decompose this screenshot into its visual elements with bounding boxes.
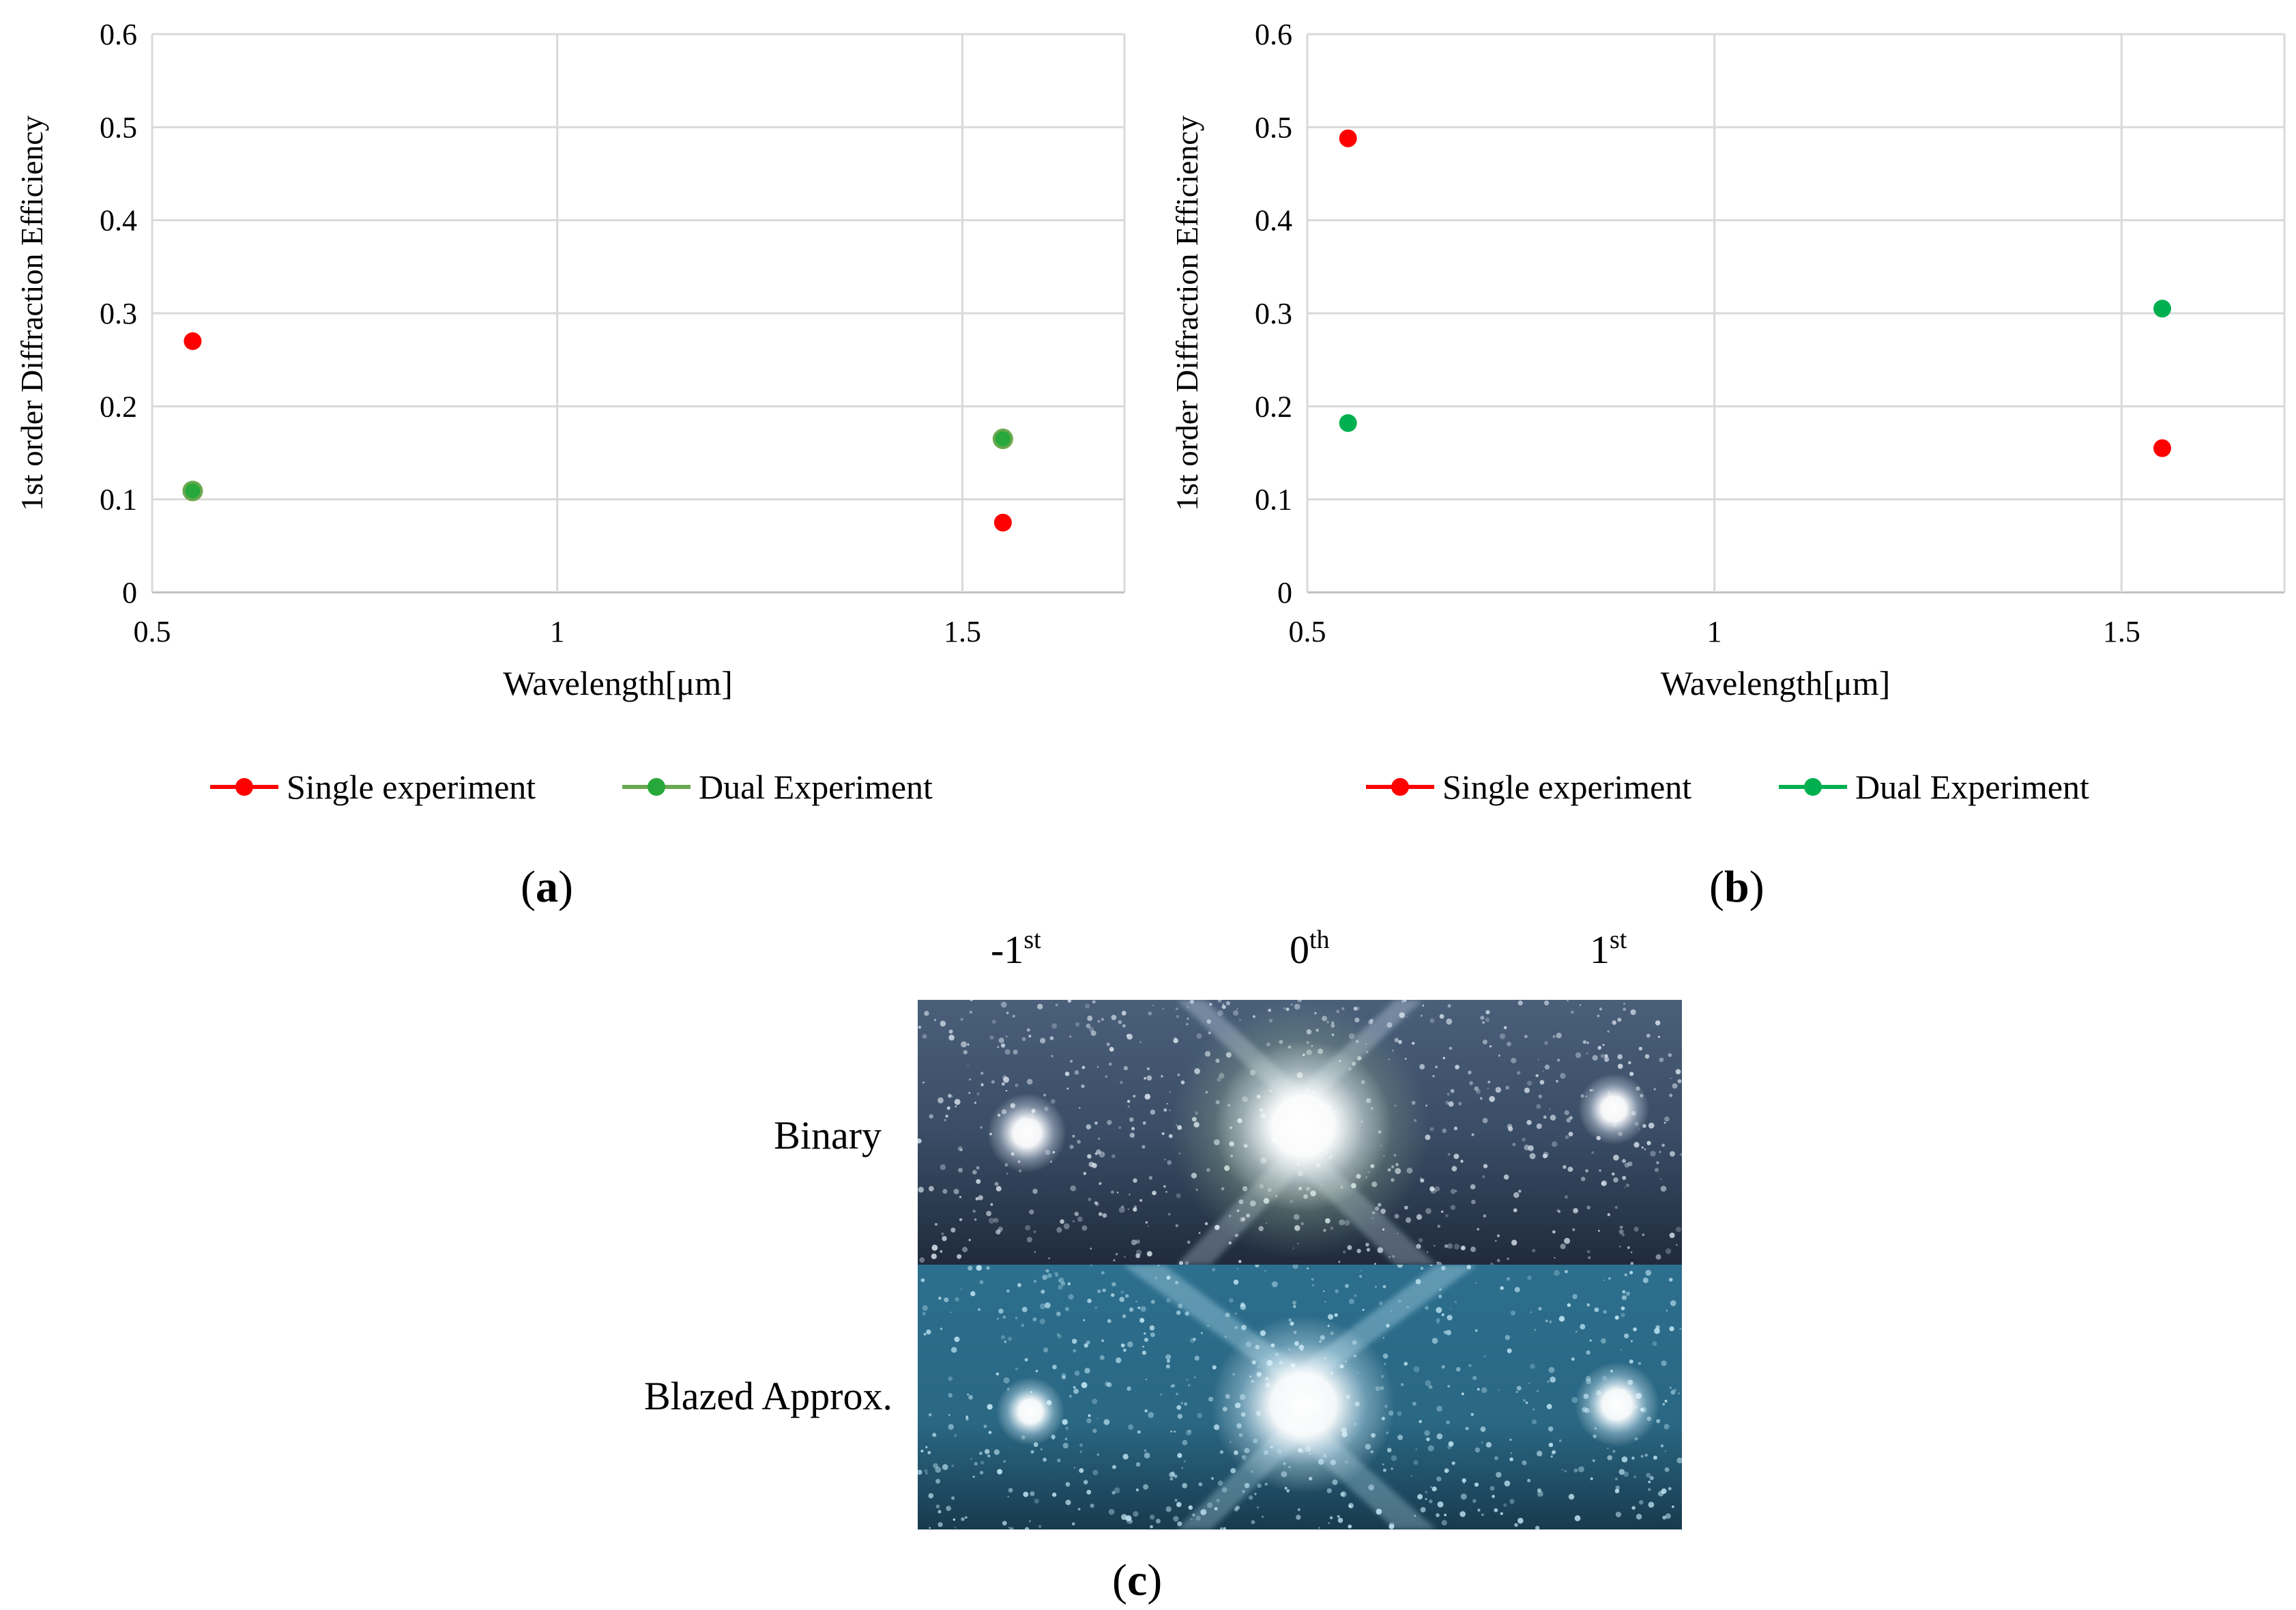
data-point-single xyxy=(1339,129,1357,147)
legend-marker xyxy=(235,778,253,796)
blazed-diffraction-image xyxy=(918,1265,1682,1529)
x-tick-label: 1.5 xyxy=(2103,615,2140,648)
x-tick-label: 1 xyxy=(550,615,565,648)
y-tick-label: 0.3 xyxy=(100,297,137,330)
legend-label: Dual Experiment xyxy=(699,768,933,806)
y-tick-label: 0.5 xyxy=(100,111,137,144)
legend-marker xyxy=(648,778,665,796)
data-point-dual xyxy=(1339,414,1357,432)
y-axis-label: 1st order Diffraction Efficiency xyxy=(1169,115,1204,511)
x-tick-label: 0.5 xyxy=(1289,615,1326,648)
y-tick-label: 0.6 xyxy=(100,18,137,51)
binary-diffraction-image xyxy=(918,1000,1682,1265)
x-axis-label: Wavelength[μm] xyxy=(1661,664,1891,702)
order-label-minus-first: -1st xyxy=(991,925,1041,972)
x-tick-label: 1.5 xyxy=(944,615,981,648)
data-point-dual xyxy=(182,480,203,502)
chart-a: 0 0.1 0.2 0.3 0.4 0.5 0.6 0.5 1 1.5 Wavelength[μm]… xyxy=(14,18,1126,806)
y-tick-label: 0 xyxy=(1277,576,1292,609)
caption-a: (a) xyxy=(521,862,573,912)
legend-label: Dual Experiment xyxy=(1855,768,2089,806)
y-tick-label: 0.3 xyxy=(1255,297,1292,330)
data-point-dual xyxy=(992,429,1013,450)
y-tick-label: 0.4 xyxy=(1255,204,1292,238)
x-tick-label: 1 xyxy=(1707,615,1722,648)
data-point-single xyxy=(993,513,1012,532)
row-label-binary: Binary xyxy=(774,1113,882,1158)
legend-marker xyxy=(1391,778,1409,796)
y-tick-label: 0.1 xyxy=(100,483,137,517)
y-tick-label: 0 xyxy=(122,576,137,609)
y-tick-label: 0.2 xyxy=(1255,390,1292,423)
chart-b: 0 0.1 0.2 0.3 0.4 0.5 0.6 0.5 1 1.5 Wavelength[μm]… xyxy=(1169,18,2286,806)
y-axis-label: 1st order Diffraction Efficiency xyxy=(14,115,49,511)
caption-b: (b) xyxy=(1709,862,1764,912)
data-point-dual xyxy=(2153,300,2171,318)
legend-label: Single experiment xyxy=(287,768,536,806)
y-tick-label: 0.2 xyxy=(100,390,137,423)
y-tick-label: 0.1 xyxy=(1255,483,1292,517)
legend-marker xyxy=(1804,778,1822,796)
order-label-zeroth: 0th xyxy=(1290,925,1330,972)
order-label-first: 1st xyxy=(1590,925,1627,972)
row-label-blazed: Blazed Approx. xyxy=(643,1374,892,1418)
data-point-single xyxy=(184,332,202,350)
y-tick-label: 0.4 xyxy=(100,204,137,238)
data-point-single xyxy=(2153,439,2171,457)
y-tick-label: 0.6 xyxy=(1255,18,1292,51)
caption-c: (c) xyxy=(1112,1555,1163,1605)
legend-label: Single experiment xyxy=(1442,768,1691,806)
x-axis-label: Wavelength[μm] xyxy=(503,664,733,702)
y-tick-label: 0.5 xyxy=(1255,111,1292,144)
x-tick-label: 0.5 xyxy=(134,615,171,648)
